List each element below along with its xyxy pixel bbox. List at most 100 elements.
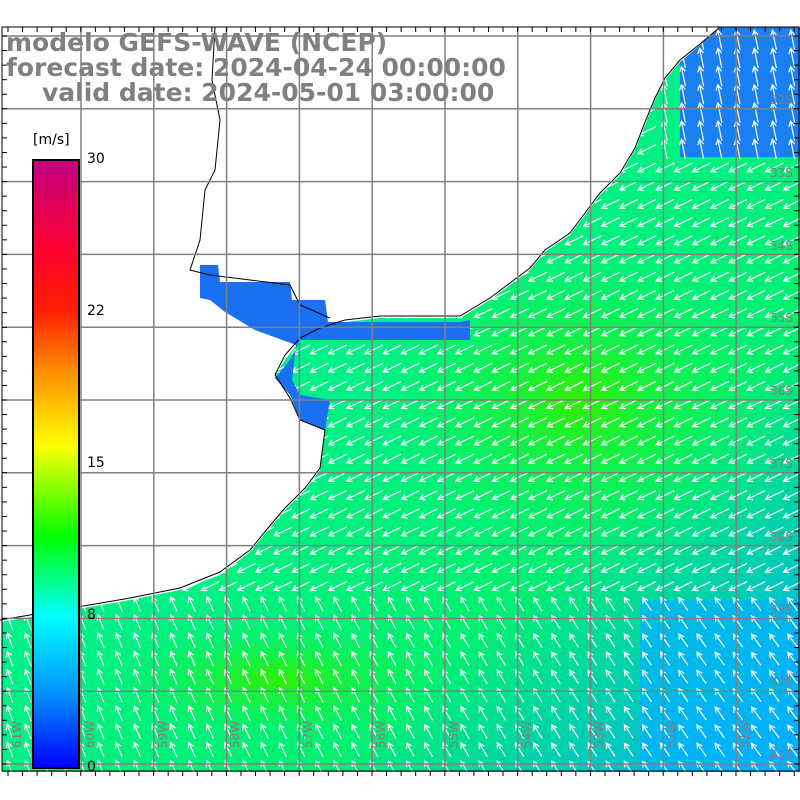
wind-arrow (545, 453, 566, 464)
wind-arrow (623, 669, 634, 684)
wind-arrow (478, 632, 488, 648)
wind-arrow (400, 508, 420, 519)
wind-arrow (787, 651, 798, 666)
wind-arrow (473, 581, 493, 592)
wind-arrow (278, 686, 288, 703)
wind-arrow (582, 471, 602, 483)
wind-arrow (314, 759, 324, 776)
wind-arrow (787, 669, 798, 684)
wind-arrow (600, 417, 620, 428)
wind-arrow (400, 435, 420, 446)
wind-arrow (491, 380, 511, 392)
wind-arrow (405, 668, 415, 685)
wind-arrow (363, 508, 384, 519)
wind-arrow (746, 544, 766, 555)
wind-arrow (382, 435, 402, 446)
wind-arrow (527, 308, 548, 319)
wind-arrow (709, 544, 730, 555)
wind-arrow (400, 399, 420, 410)
wind-arrow (768, 705, 780, 721)
wind-arrow (673, 308, 693, 319)
wind-arrow (750, 724, 762, 739)
wind-arrow (600, 399, 620, 410)
wind-arrow (655, 217, 675, 228)
wind-arrow (436, 453, 457, 464)
wind-arrow (400, 362, 420, 373)
wind-arrow (618, 217, 639, 228)
wind-arrow (709, 562, 730, 574)
wind-arrow (114, 723, 123, 740)
wind-arrow (5, 668, 14, 685)
wind-arrow (691, 471, 711, 483)
wind-arrow (187, 668, 196, 685)
wind-arrow (272, 581, 293, 592)
wind-arrow (387, 705, 397, 721)
wind-arrow (788, 65, 796, 87)
latitude-label: 33S (770, 165, 793, 180)
wind-arrow (309, 380, 329, 392)
wind-arrow (460, 668, 470, 685)
wind-arrow (473, 344, 493, 355)
wind-arrow (564, 380, 584, 392)
wind-arrow (764, 362, 784, 373)
axis-ticks (2, 27, 799, 776)
wind-arrow (242, 614, 251, 630)
wind-arrow (709, 362, 730, 373)
wind-arrow (236, 562, 256, 574)
wind-arrow (768, 596, 780, 611)
wind-arrow (382, 508, 402, 519)
wind-arrow (564, 253, 584, 264)
wind-arrow (746, 344, 766, 355)
wind-arrow (659, 651, 671, 666)
wind-arrow (345, 435, 366, 446)
wind-arrow (727, 235, 748, 246)
wind-arrow (618, 399, 639, 410)
wind-arrow (655, 490, 675, 501)
latitude-label: 41S (770, 748, 793, 763)
wind-arrow (623, 632, 634, 648)
wind-arrow (750, 669, 762, 684)
wind-arrow (545, 581, 566, 592)
wind-arrow (327, 417, 347, 428)
wind-arrow (545, 471, 566, 483)
wind-arrow (764, 289, 784, 301)
wind-arrow (605, 651, 616, 666)
wind-arrow (418, 508, 438, 519)
wind-arrow (5, 631, 14, 649)
wind-arrow (363, 399, 384, 410)
wind-arrow (496, 741, 507, 757)
wind-arrow (691, 271, 711, 282)
wind-arrow (764, 581, 784, 592)
wind-arrow (636, 508, 657, 519)
wind-arrow (727, 308, 748, 319)
wind-arrow (751, 28, 759, 50)
wind-arrow (600, 508, 620, 519)
wind-arrow (363, 362, 384, 373)
wind-arrow (691, 399, 711, 410)
wind-arrow (623, 742, 634, 757)
wind-arrow (764, 198, 784, 210)
wind-arrow (545, 399, 566, 410)
wind-arrow (636, 180, 657, 191)
wind-arrow (600, 198, 620, 210)
wind-arrow (436, 471, 457, 483)
wind-arrow (787, 596, 798, 611)
wind-arrow (418, 453, 438, 464)
wind-arrow (351, 596, 361, 612)
wind-arrow (768, 633, 780, 648)
wind-arrow (673, 289, 693, 301)
wind-arrow (727, 344, 748, 355)
wind-arrow (345, 562, 366, 574)
wind-arrow (636, 308, 657, 319)
wind-arrow (582, 326, 602, 337)
wind-arrow (655, 362, 675, 373)
wind-arrow (491, 326, 511, 337)
colorbar-tick: 0 (87, 759, 96, 775)
wind-arrow (600, 308, 620, 319)
wind-arrow (333, 650, 342, 667)
wind-arrow (242, 595, 251, 612)
wind-arrow (655, 581, 675, 592)
wind-arrow (545, 417, 566, 428)
colorbar-tick: 22 (87, 303, 105, 319)
wind-arrow (636, 253, 657, 264)
